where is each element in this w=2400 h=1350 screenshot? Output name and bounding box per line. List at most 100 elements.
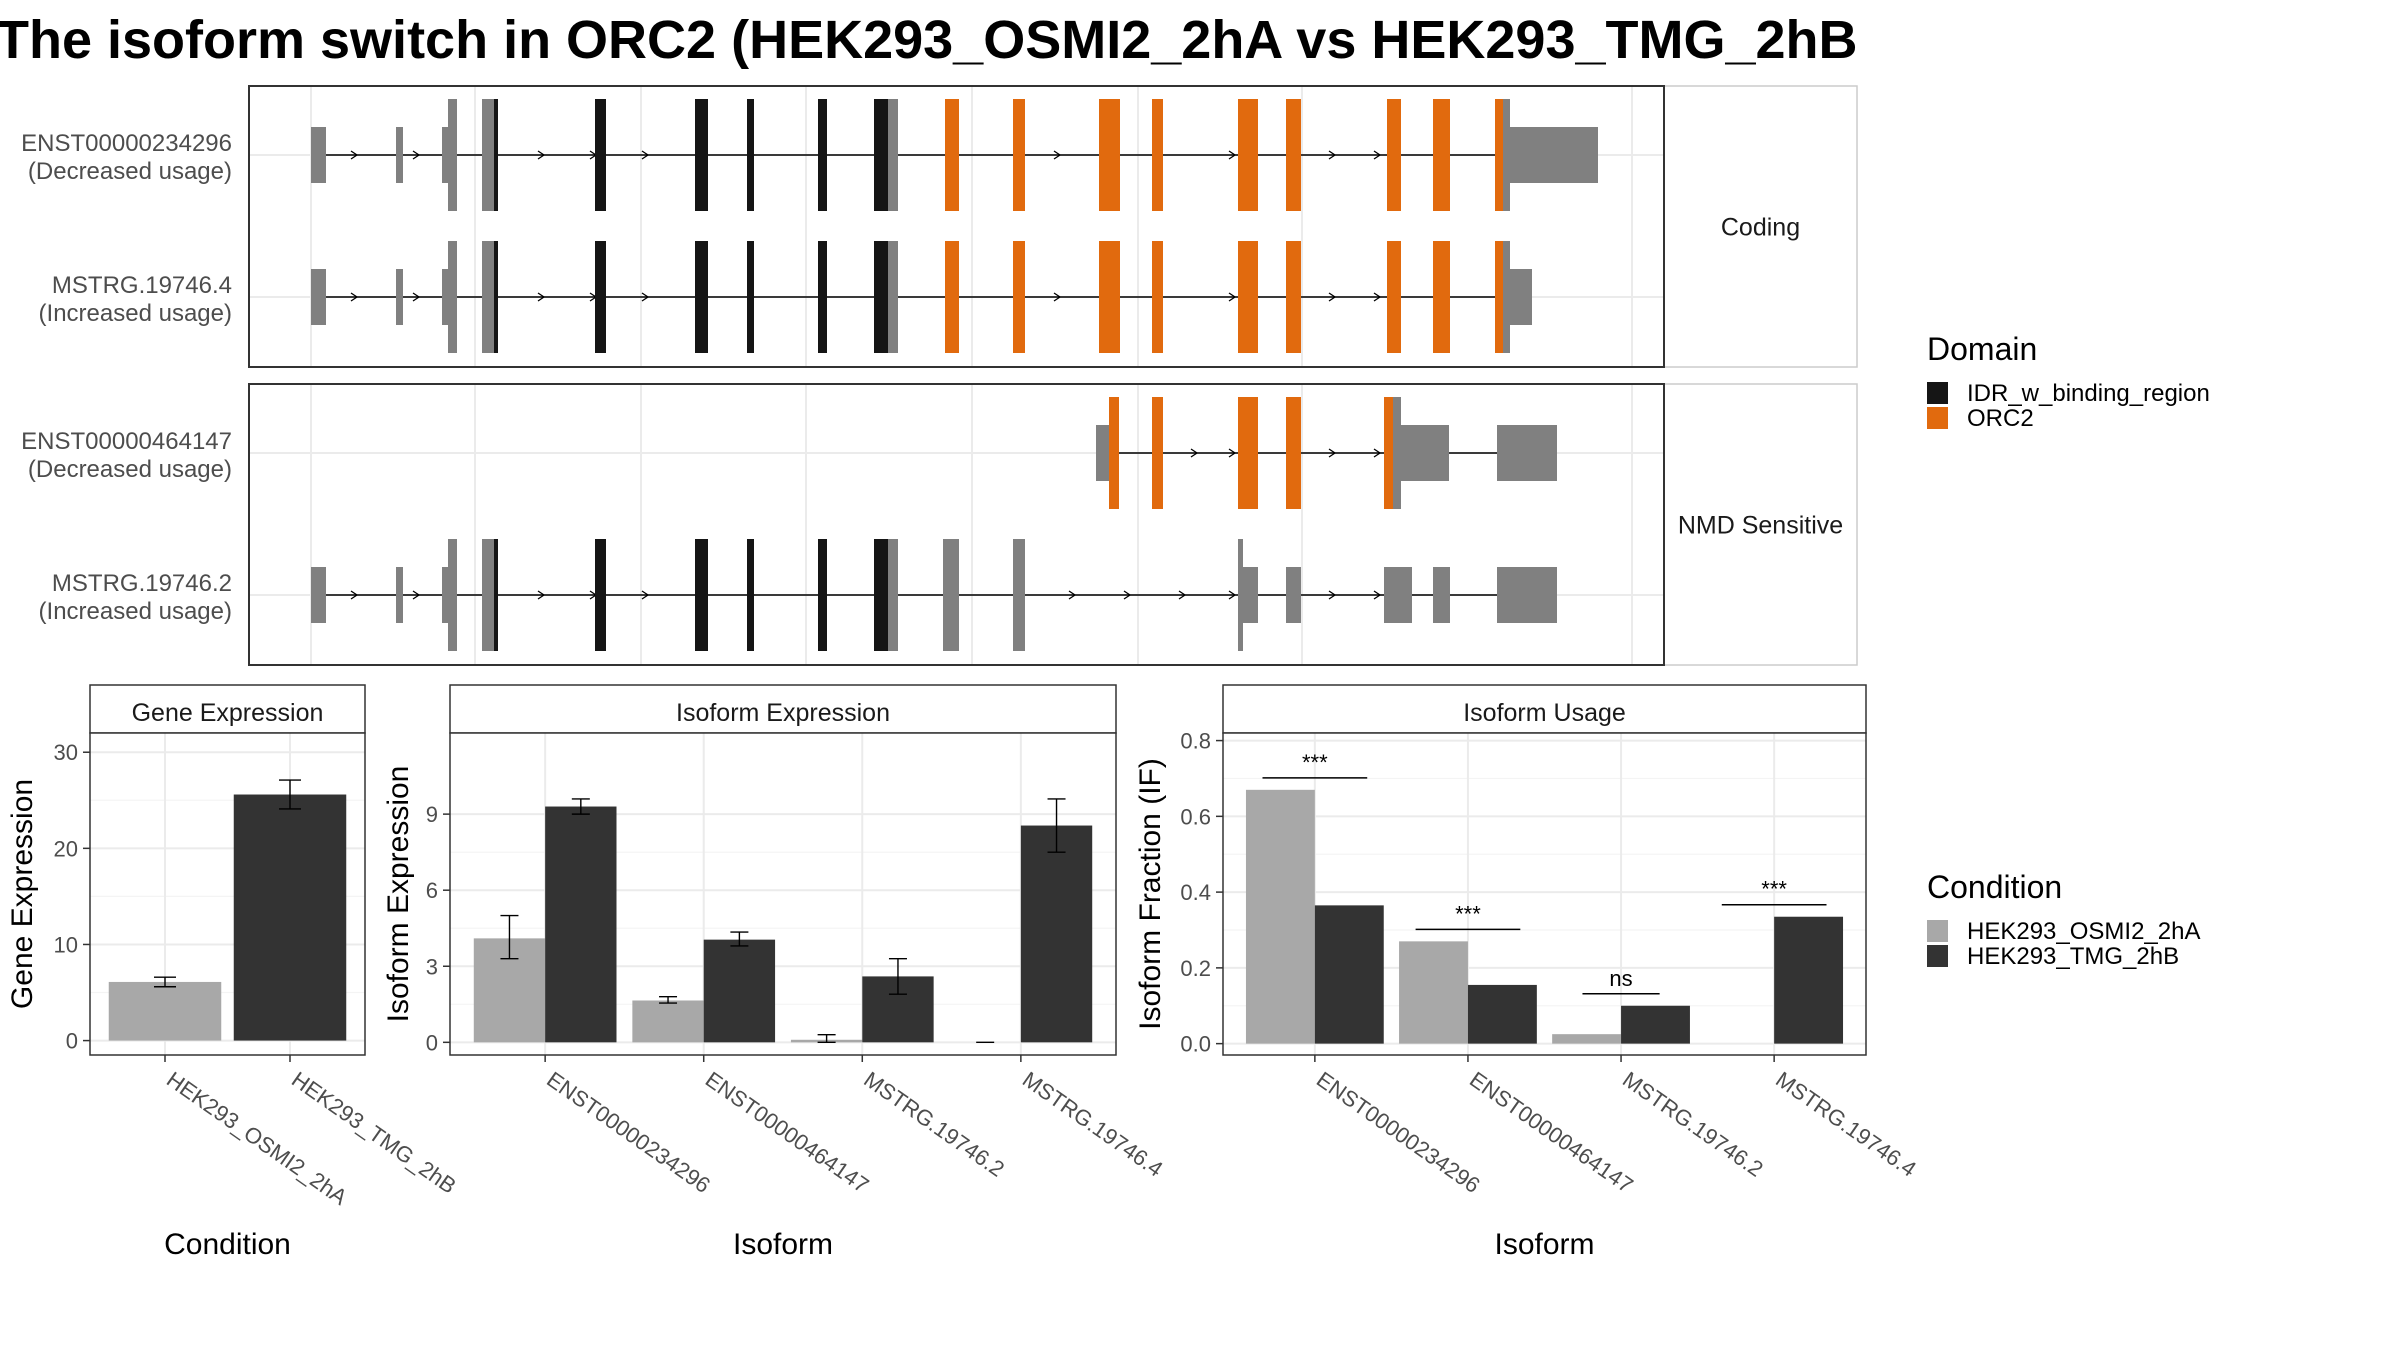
- transcript-track-ENST00000464147: [1096, 397, 1557, 509]
- exon: [1503, 99, 1510, 211]
- error-bar: [1047, 798, 1066, 853]
- strand-arrow: [1190, 448, 1199, 458]
- exon: [1401, 425, 1449, 481]
- strand-arrow: [412, 292, 421, 302]
- error-bar: [279, 779, 301, 810]
- y-tick-label: 20: [54, 836, 78, 861]
- strand-arrow: [641, 150, 650, 160]
- transcript-usage-label: (Increased usage): [39, 598, 232, 625]
- exon: [1238, 539, 1243, 651]
- condition-legend-title: Condition: [1927, 869, 2062, 905]
- transcript-usage-label: (Decreased usage): [28, 456, 232, 483]
- error-bar: [154, 976, 176, 988]
- bar-HEK293_TMG_2hB-MSTRG.19746.2: [1621, 1005, 1690, 1044]
- exon: [448, 241, 457, 353]
- condition-legend-key: [1927, 920, 1948, 942]
- significance-label: ***: [1302, 750, 1328, 775]
- strand-arrow: [412, 150, 421, 160]
- exon: [482, 539, 494, 651]
- chart-strip: [449, 684, 1117, 734]
- exon: [1503, 241, 1510, 353]
- exon: [1433, 241, 1450, 353]
- bar-HEK293_TMG_2hB-ENST00000464147: [1467, 984, 1537, 1044]
- exon: [888, 99, 898, 211]
- exon: [1433, 99, 1450, 211]
- exon: [1099, 241, 1120, 353]
- bar-HEK293_TMG_2hB-MSTRG.19746.4: [1020, 825, 1093, 1043]
- exon: [1238, 241, 1258, 353]
- bar-HEK293_TMG_2hB-ENST00000234296: [1314, 905, 1384, 1044]
- y-axis-title: Isoform Fraction (IF): [1134, 758, 1167, 1030]
- bar-HEK293_TMG_2hB-MSTRG.19746.4: [1774, 916, 1844, 1044]
- x-tick-label: MSTRG.19746.4: [1771, 1067, 1921, 1182]
- strand-arrow: [1328, 150, 1337, 160]
- strand-arrow: [1178, 590, 1187, 600]
- condition-legend-key: [1927, 945, 1948, 967]
- structure-panel-border: [248, 383, 1665, 666]
- structure-panel-border: [248, 85, 1665, 368]
- y-axis-title: Isoform Expression: [382, 766, 415, 1023]
- chart-strip: [89, 684, 366, 734]
- exon: [747, 241, 754, 353]
- exon: [494, 539, 498, 651]
- strand-arrow: [537, 150, 546, 160]
- exon: [1510, 127, 1598, 183]
- x-tick-label: ENST00000464147: [701, 1067, 874, 1198]
- error-bar: [817, 1034, 836, 1044]
- exon: [1495, 99, 1503, 211]
- transcript-track-ENST00000234296: [311, 99, 1598, 211]
- exon: [396, 567, 403, 623]
- chart-strip: [1222, 684, 1867, 734]
- x-tick-label: ENST00000234296: [1312, 1067, 1485, 1198]
- exon: [747, 99, 754, 211]
- exon: [1497, 425, 1557, 481]
- bar-HEK293_OSMI2_2hA-MSTRG.19746.2: [1552, 1034, 1622, 1044]
- transcript-track-MSTRG.19746.2: [311, 539, 1557, 651]
- x-axis-title: Isoform: [1494, 1228, 1594, 1261]
- exon: [1384, 567, 1412, 623]
- exon: [874, 99, 888, 211]
- chart-border: [89, 732, 366, 1056]
- exon: [695, 99, 708, 211]
- strand-arrow: [1228, 590, 1237, 600]
- chart-2: Isoform Usage *** *** ns *** 0.0 0.2 0.4 0.6 0.8 E…: [1134, 684, 1921, 1261]
- exon: [695, 539, 708, 651]
- exon: [482, 241, 494, 353]
- exon: [1238, 397, 1258, 509]
- chart-1: Isoform Expression 0 3 6 9 ENST00000234296ENS…: [382, 684, 1168, 1261]
- strand-arrow: [537, 292, 546, 302]
- chart-title: Isoform Usage: [1463, 699, 1626, 727]
- exon: [396, 127, 403, 183]
- exon: [1286, 241, 1301, 353]
- strand-arrow: [350, 590, 359, 600]
- exon: [1510, 269, 1532, 325]
- y-tick-label: 3: [426, 954, 438, 979]
- exon: [818, 539, 827, 651]
- exon: [1152, 397, 1163, 509]
- strand-arrow: [1053, 292, 1062, 302]
- exon: [448, 539, 457, 651]
- exon: [874, 539, 888, 651]
- condition-legend-item: HEK293_TMG_2hB: [1967, 943, 2179, 970]
- chart-title: Gene Expression: [132, 699, 324, 727]
- exon: [888, 241, 898, 353]
- error-bar: [730, 931, 749, 947]
- exon: [818, 99, 827, 211]
- bar-HEK293_OSMI2_2hA: [108, 981, 222, 1041]
- bar-HEK293_TMG_2hB: [233, 794, 347, 1041]
- y-tick-label: 0.8: [1180, 729, 1211, 754]
- exon: [311, 269, 326, 325]
- exon: [945, 241, 959, 353]
- transcript-id-label: MSTRG.19746.4: [52, 272, 232, 299]
- exon: [747, 539, 754, 651]
- chart-border: [1222, 732, 1867, 1056]
- exon: [1495, 241, 1503, 353]
- strand-arrow: [1053, 150, 1062, 160]
- exon: [1109, 397, 1119, 509]
- exon: [595, 99, 606, 211]
- exon: [1286, 397, 1301, 509]
- strand-arrow: [1373, 292, 1382, 302]
- strand-arrow: [641, 292, 650, 302]
- domain-legend-title: Domain: [1927, 331, 2037, 367]
